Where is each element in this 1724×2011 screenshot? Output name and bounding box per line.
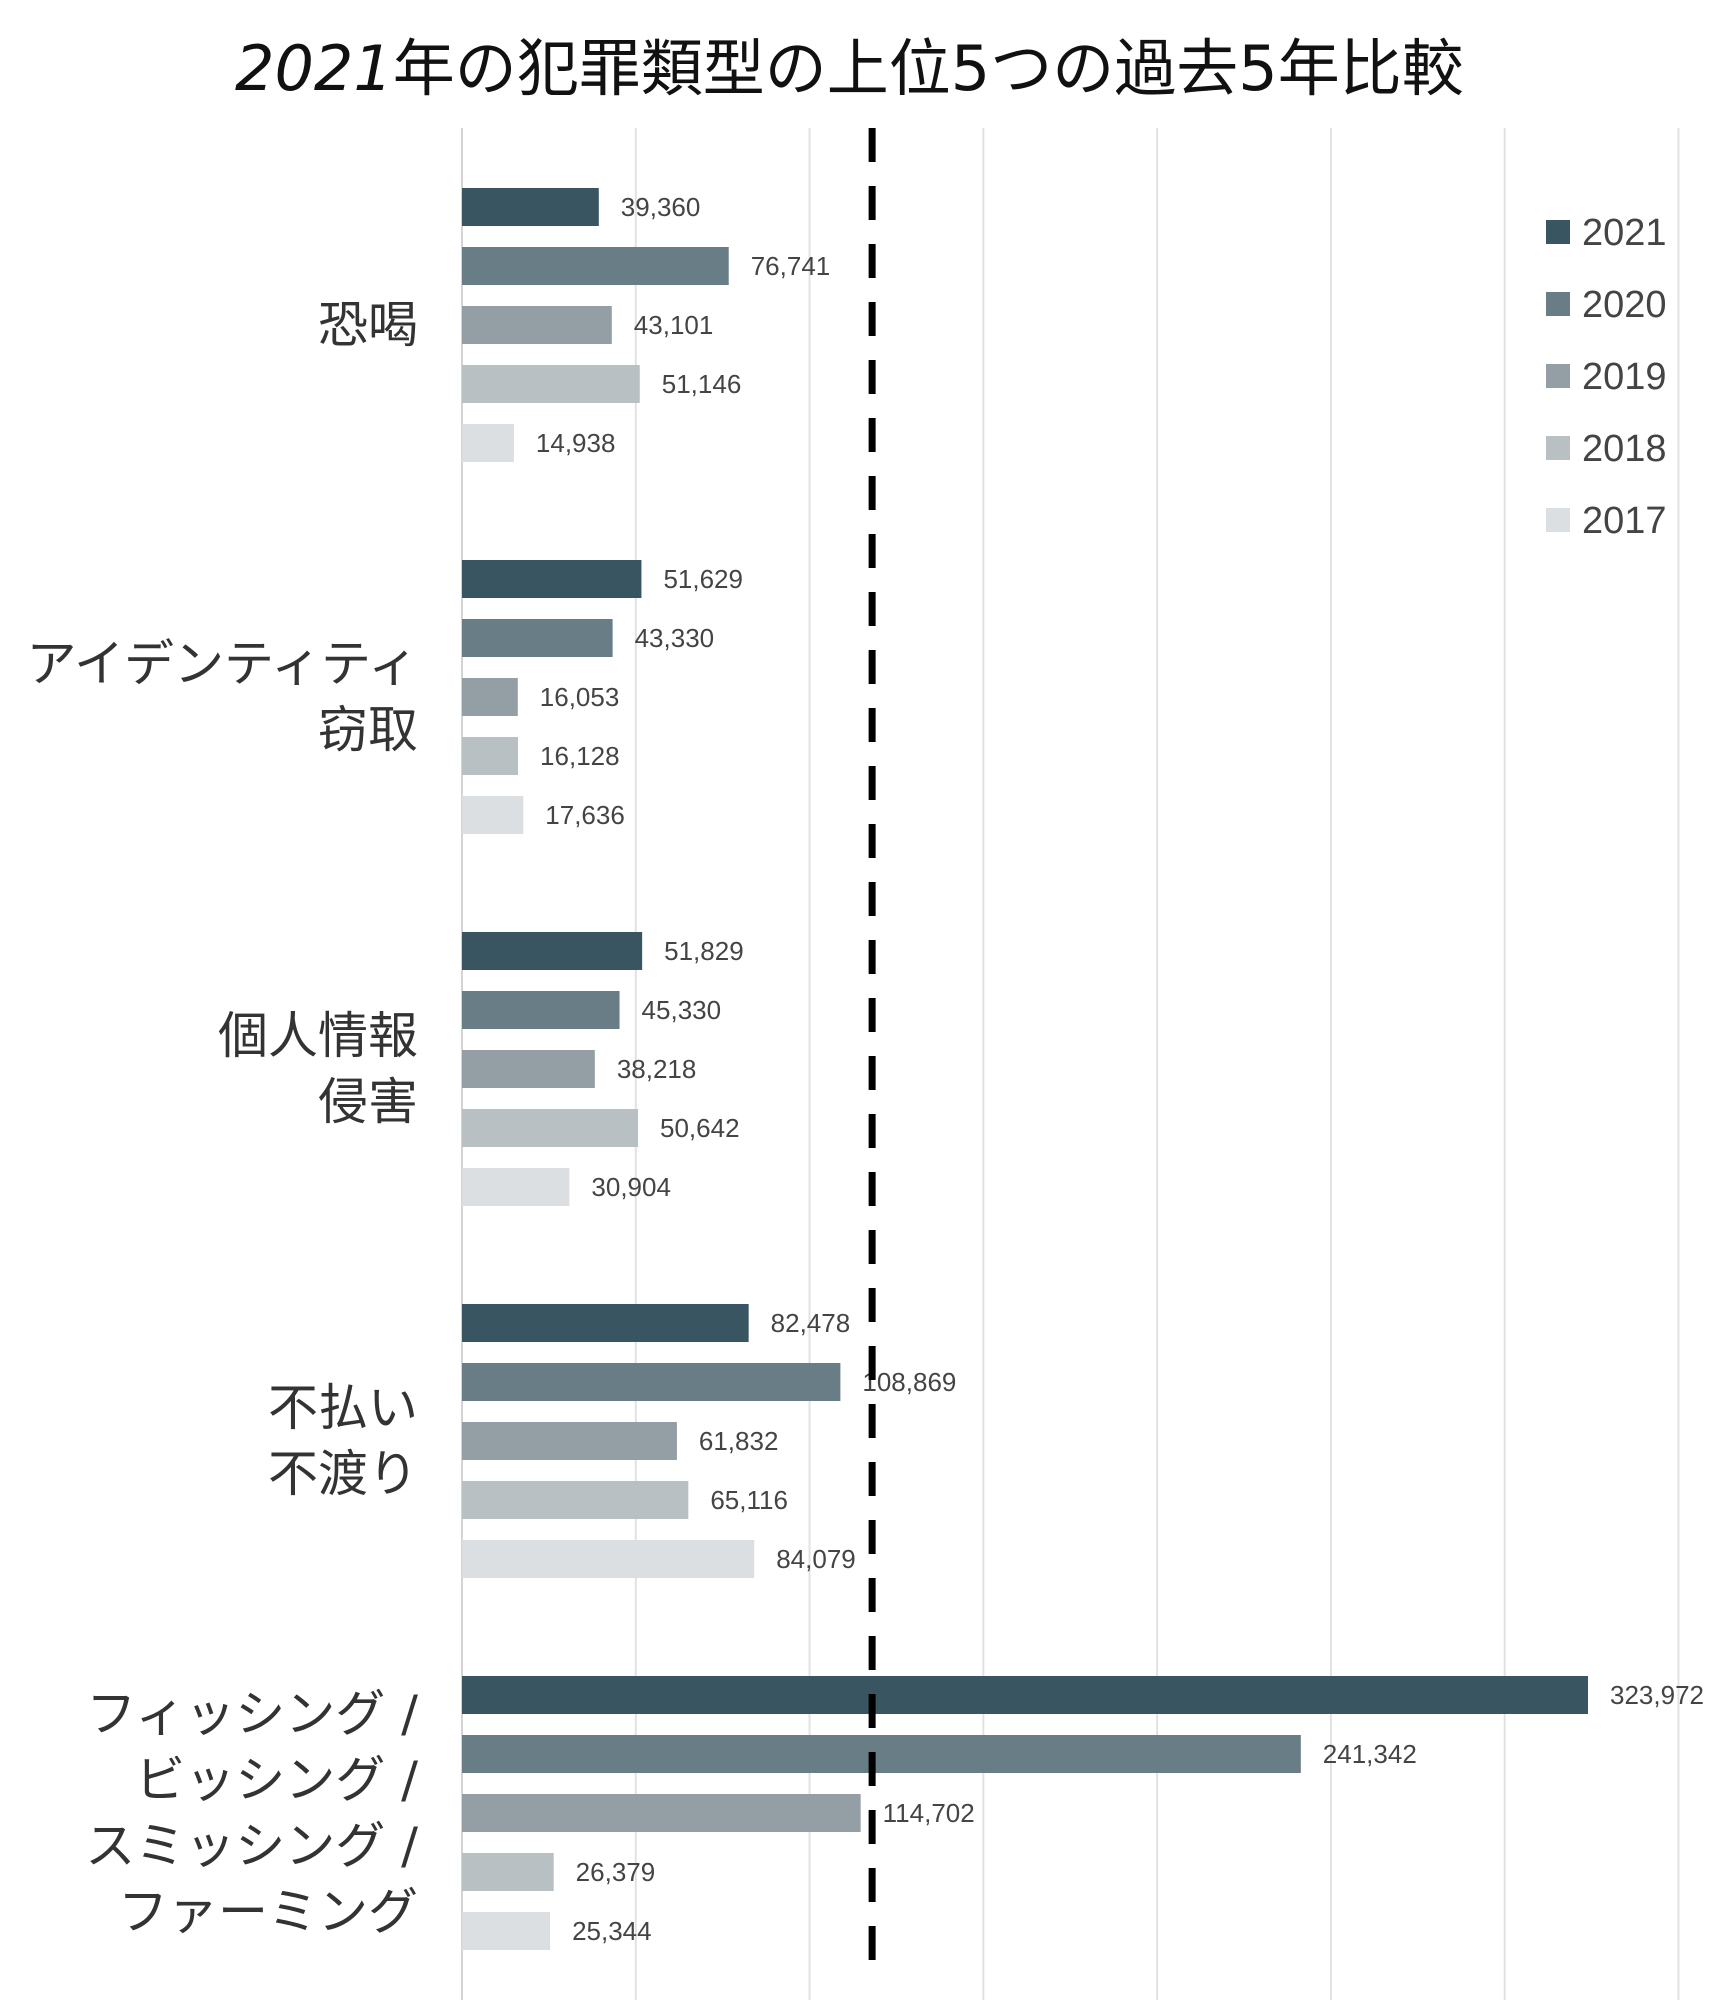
bar xyxy=(462,1109,639,1147)
bar xyxy=(462,1540,755,1578)
chart-title: 2021年の犯罪類型の上位5つの過去5年比較 xyxy=(235,32,1464,105)
data-label: 241,342 xyxy=(1323,1739,1417,1769)
data-label: 45,330 xyxy=(642,995,722,1025)
data-label: 43,330 xyxy=(635,623,715,653)
bar xyxy=(462,991,620,1029)
bar xyxy=(462,1794,861,1832)
bar xyxy=(462,1912,551,1950)
category-label: 個人情報 xyxy=(218,1007,418,1065)
category-label: 恐喝 xyxy=(318,296,418,354)
data-label: 16,053 xyxy=(540,682,620,712)
bar xyxy=(462,1363,841,1401)
bar xyxy=(462,1168,570,1206)
legend: 2021 2020 2019 2018 2017 xyxy=(1546,212,1667,542)
data-label: 51,829 xyxy=(664,936,744,966)
data-label: 17,636 xyxy=(545,800,625,830)
bar xyxy=(462,737,519,775)
bar xyxy=(462,1853,554,1891)
legend-swatch xyxy=(1546,508,1570,532)
data-label: 108,869 xyxy=(862,1367,956,1397)
category-label: フィッシング / xyxy=(86,1685,418,1743)
data-label: 25,344 xyxy=(572,1916,652,1946)
data-label: 39,360 xyxy=(621,192,701,222)
bar xyxy=(462,188,599,226)
bar xyxy=(462,619,613,657)
data-label: 14,938 xyxy=(536,428,616,458)
bar xyxy=(462,1304,749,1342)
bar xyxy=(462,932,643,970)
bar xyxy=(462,560,642,598)
category-label: ビッシング / xyxy=(135,1751,418,1809)
bars xyxy=(462,188,1588,1950)
data-label: 114,702 xyxy=(883,1798,975,1828)
bar xyxy=(462,365,640,403)
legend-swatch xyxy=(1546,220,1570,244)
category-label: 不渡り xyxy=(268,1445,418,1503)
title-year: 2021 xyxy=(235,32,393,105)
data-label: 50,642 xyxy=(660,1113,740,1143)
title-text: 年の犯罪類型の上位5つの過去5年比較 xyxy=(393,32,1464,105)
value-labels: 39,360 76,741 43,101 51,146 14,938 51,629 43,3… xyxy=(536,192,1704,1946)
bar xyxy=(462,1050,595,1088)
bar xyxy=(462,1676,1588,1714)
data-label: 43,101 xyxy=(634,310,714,340)
legend-label: 2017 xyxy=(1582,500,1667,542)
data-label: 26,379 xyxy=(576,1857,656,1887)
bar xyxy=(462,678,518,716)
data-label: 16,128 xyxy=(540,741,620,771)
category-label: 窃取 xyxy=(318,701,418,759)
bar xyxy=(462,424,514,462)
bar xyxy=(462,1422,677,1460)
category-label: スミッシング / xyxy=(85,1817,418,1875)
legend-label: 2020 xyxy=(1582,284,1667,326)
data-label: 61,832 xyxy=(699,1426,779,1456)
legend-label: 2019 xyxy=(1582,356,1667,398)
data-label: 30,904 xyxy=(591,1172,671,1202)
data-label: 323,972 xyxy=(1610,1680,1704,1710)
data-label: 38,218 xyxy=(617,1054,697,1084)
legend-label: 2021 xyxy=(1582,212,1667,254)
category-label: 不払い xyxy=(268,1379,418,1437)
gridlines xyxy=(461,128,1680,2000)
bar xyxy=(462,306,612,344)
data-label: 51,629 xyxy=(663,564,743,594)
data-label: 76,741 xyxy=(751,251,831,281)
data-label: 65,116 xyxy=(710,1485,788,1515)
bar xyxy=(462,247,729,285)
data-label: 84,079 xyxy=(776,1544,856,1574)
legend-swatch xyxy=(1546,436,1570,460)
legend-label: 2018 xyxy=(1582,428,1667,470)
category-label: ファーミング xyxy=(118,1883,418,1941)
bar xyxy=(462,1481,689,1519)
category-label: アイデンティティ xyxy=(27,635,419,693)
legend-swatch xyxy=(1546,292,1570,316)
legend-swatch xyxy=(1546,364,1570,388)
category-label: 侵害 xyxy=(318,1073,418,1131)
bar xyxy=(462,796,524,834)
data-label: 51,146 xyxy=(662,369,742,399)
data-label: 82,478 xyxy=(771,1308,851,1338)
bar xyxy=(462,1735,1301,1773)
